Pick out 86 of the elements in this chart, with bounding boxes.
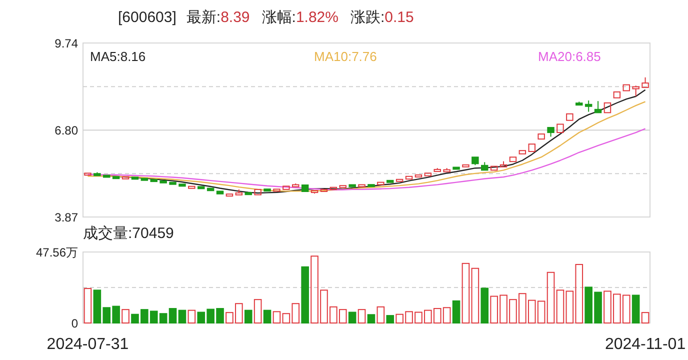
y-tick-label: 6.80	[54, 124, 78, 138]
candlestick	[604, 102, 612, 114]
candlestick	[198, 186, 205, 190]
candlestick	[282, 186, 290, 190]
candlestick	[396, 178, 404, 182]
candlestick	[264, 188, 271, 192]
candlestick	[131, 176, 139, 180]
candlestick	[112, 176, 120, 180]
bar	[263, 310, 272, 324]
y-tick-label: 0	[71, 316, 78, 330]
candlestick	[622, 84, 630, 92]
chart-title: [600603]	[118, 9, 176, 26]
candlestick	[178, 184, 186, 187]
candlestick	[528, 144, 536, 152]
candlestick	[339, 185, 346, 188]
bar	[254, 299, 262, 324]
bar	[632, 294, 640, 324]
candlestick	[358, 184, 366, 188]
bar	[546, 272, 555, 324]
candlestick	[160, 180, 167, 184]
bar	[376, 306, 385, 324]
bar	[301, 266, 309, 324]
candlestick	[150, 179, 158, 182]
text: 最新:8.39	[186, 9, 250, 26]
candlestick	[348, 184, 356, 188]
candlestick	[169, 182, 176, 185]
text: 涨幅:1.82%	[262, 9, 338, 26]
x-tick-label: 2024-11-01	[604, 336, 686, 353]
bar	[367, 314, 376, 324]
candlestick	[594, 100, 602, 114]
candlestick	[509, 156, 517, 162]
candlestick	[188, 186, 196, 189]
bar	[556, 290, 564, 324]
candlestick	[632, 85, 640, 97]
candlestick	[103, 174, 110, 178]
candlestick	[320, 188, 328, 192]
text: MA20:6.85	[538, 49, 601, 64]
candlestick	[273, 188, 280, 192]
candlestick	[254, 188, 262, 196]
bar	[178, 310, 186, 324]
candlestick	[518, 150, 526, 154]
text: MA5:8.16	[90, 49, 146, 64]
candlestick	[490, 166, 498, 171]
candlestick	[452, 166, 460, 170]
bar	[471, 268, 480, 324]
y-tick-label: 9.74	[54, 36, 78, 50]
y-tick-label: 3.87	[54, 210, 78, 224]
bar	[358, 309, 366, 324]
text: MA10:7.76	[314, 49, 377, 64]
bar	[168, 308, 177, 324]
candlestick	[414, 174, 422, 178]
bar	[462, 262, 470, 324]
bar	[244, 310, 252, 324]
line-series	[87, 101, 646, 192]
bar	[480, 288, 489, 324]
candlestick	[386, 180, 394, 183]
candlestick	[566, 113, 574, 121]
bar	[452, 300, 460, 324]
bar	[188, 310, 196, 324]
candlestick	[244, 192, 252, 196]
candlestick	[226, 194, 234, 197]
candlestick	[330, 186, 338, 190]
chart-title: 成交量:70459	[83, 225, 174, 242]
candlestick	[556, 124, 564, 134]
bar	[348, 312, 356, 324]
x-tick-label: 2024-07-31	[46, 336, 129, 353]
candlestick	[538, 134, 545, 140]
candlestick	[122, 176, 130, 180]
bar	[272, 311, 281, 324]
candlestick	[481, 162, 488, 171]
bar	[122, 309, 130, 324]
bar	[641, 312, 650, 324]
line-series	[87, 128, 646, 190]
text: 涨跌:0.15	[350, 9, 414, 26]
candlestick	[613, 91, 621, 98]
bar	[84, 288, 92, 324]
candlestick	[368, 184, 375, 188]
candlestick	[405, 176, 413, 180]
y-tick-label: 47.56万	[36, 246, 78, 260]
candlestick	[462, 164, 470, 168]
candlestick	[206, 188, 214, 192]
candlestick	[140, 178, 148, 181]
candlestick	[301, 184, 309, 192]
candlestick	[377, 182, 384, 186]
candlestick	[216, 190, 224, 194]
bar	[386, 315, 394, 324]
